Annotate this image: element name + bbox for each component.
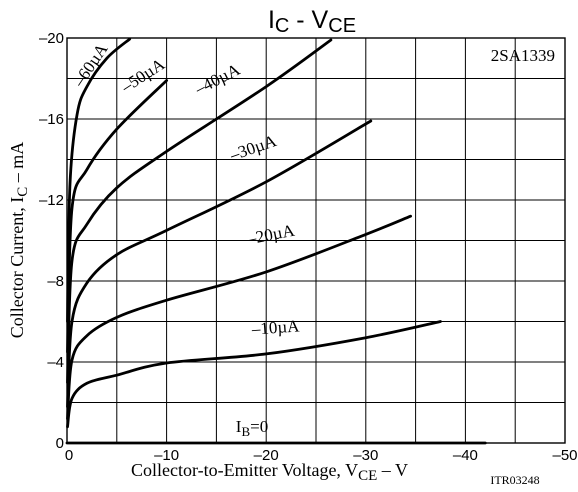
x-axis-label: Collector-to-Emitter Voltage, VCE – V	[131, 460, 408, 484]
curve-label-main: –50µA	[117, 54, 169, 97]
x-tick-label: –10	[154, 447, 179, 464]
x-tick-label: –50	[552, 447, 577, 464]
curve-label-main: –20µA	[245, 221, 297, 249]
y-tick-label: 0	[56, 435, 64, 452]
y-tick-label: –8	[47, 273, 64, 290]
curve-label: –50µA	[117, 54, 169, 97]
y-tick-label: –12	[39, 192, 64, 209]
y-axis-label: Collector Current, IC – mA	[7, 142, 31, 338]
curve	[66, 320, 442, 429]
curve-label-main: –40µA	[191, 60, 244, 99]
figure-code: ITR03248	[490, 473, 539, 487]
curve	[66, 38, 333, 384]
x-tick-labels: 0 –10 –20 –30 –40 –50	[65, 447, 578, 464]
curve-label-sub: B	[241, 424, 250, 439]
y-tick-labels: 0 –4 –8 –12 –16 –20	[39, 30, 64, 452]
curves	[65, 37, 487, 445]
grid-lines	[67, 38, 565, 443]
part-number: 2SA1339	[491, 46, 555, 65]
y-tick-label: –20	[39, 30, 64, 47]
curve-label-rest: =0	[250, 417, 268, 436]
curve-label-main: I	[236, 417, 242, 436]
curve	[66, 119, 373, 408]
curve	[66, 214, 412, 421]
y-tick-label: –4	[47, 354, 64, 371]
chart-title: IC - VCE	[268, 6, 356, 37]
x-tick-label: –20	[254, 447, 279, 464]
x-tick-label: –30	[353, 447, 378, 464]
curve-label: –20µA	[245, 221, 297, 249]
curve-label: IB=0	[236, 417, 268, 439]
curve-label: –10µA	[250, 316, 301, 338]
x-tick-label: 0	[65, 447, 73, 464]
curve-label-main: –10µA	[250, 316, 301, 338]
curve-label: –40µA	[191, 60, 244, 99]
x-tick-label: –40	[453, 447, 478, 464]
curve	[66, 37, 132, 323]
y-tick-label: –16	[39, 111, 64, 128]
